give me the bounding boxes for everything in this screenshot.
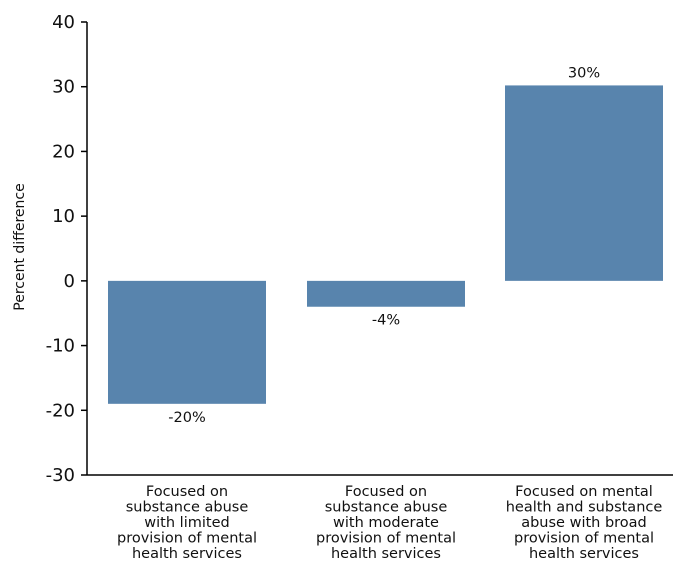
y-tick-label: 40 — [52, 12, 75, 33]
y-tick-label: -10 — [46, 336, 75, 357]
y-tick-label: 10 — [52, 206, 75, 227]
x-category-label-line: provision of mental — [316, 531, 456, 547]
x-category-label-line: provision of mental — [514, 531, 654, 547]
category-labels: Focused on substance abuse with limited pro… — [117, 484, 662, 562]
y-axis-title: Percent difference — [12, 183, 28, 310]
bar — [307, 280, 465, 307]
y-tick-label: 20 — [52, 141, 75, 162]
data-labels: -20% -4% 30% — [168, 65, 600, 425]
x-category-label-line: provision of mental — [117, 531, 257, 547]
x-category-label-line: with limited — [144, 515, 229, 531]
x-category-label-line: health services — [331, 546, 441, 562]
bar — [108, 280, 266, 404]
x-category-label-line: substance abuse — [126, 500, 249, 516]
x-category-label: Focused on mental health and substance abu… — [506, 484, 663, 562]
x-category-label: Focused on substance abuse with moderate pr… — [316, 484, 456, 562]
bars — [108, 85, 663, 404]
x-category-label-line: Focused on mental — [515, 484, 653, 500]
x-category-label-line: Focused on — [146, 484, 228, 500]
x-category-label-line: substance abuse — [325, 500, 448, 516]
y-axis-ticks: 40 30 20 10 0 -10 -20 -30 — [46, 12, 87, 486]
x-category-label-line: Focused on — [345, 484, 427, 500]
bar-data-label: -20% — [168, 410, 205, 426]
x-category-label-line: health and substance — [506, 500, 663, 516]
x-category-label-line: with moderate — [333, 515, 439, 531]
x-category-label-line: abuse with broad — [521, 515, 647, 531]
y-tick-label: 0 — [64, 271, 75, 292]
y-tick-label: 30 — [52, 77, 75, 98]
bar — [505, 85, 663, 281]
y-tick-label: -30 — [46, 465, 75, 486]
y-tick-label: -20 — [46, 400, 75, 421]
x-category-label-line: health services — [529, 546, 639, 562]
x-category-label-line: health services — [132, 546, 242, 562]
x-category-label: Focused on substance abuse with limited pro… — [117, 484, 257, 562]
bar-data-label: 30% — [568, 65, 600, 81]
bar-data-label: -4% — [372, 313, 400, 329]
